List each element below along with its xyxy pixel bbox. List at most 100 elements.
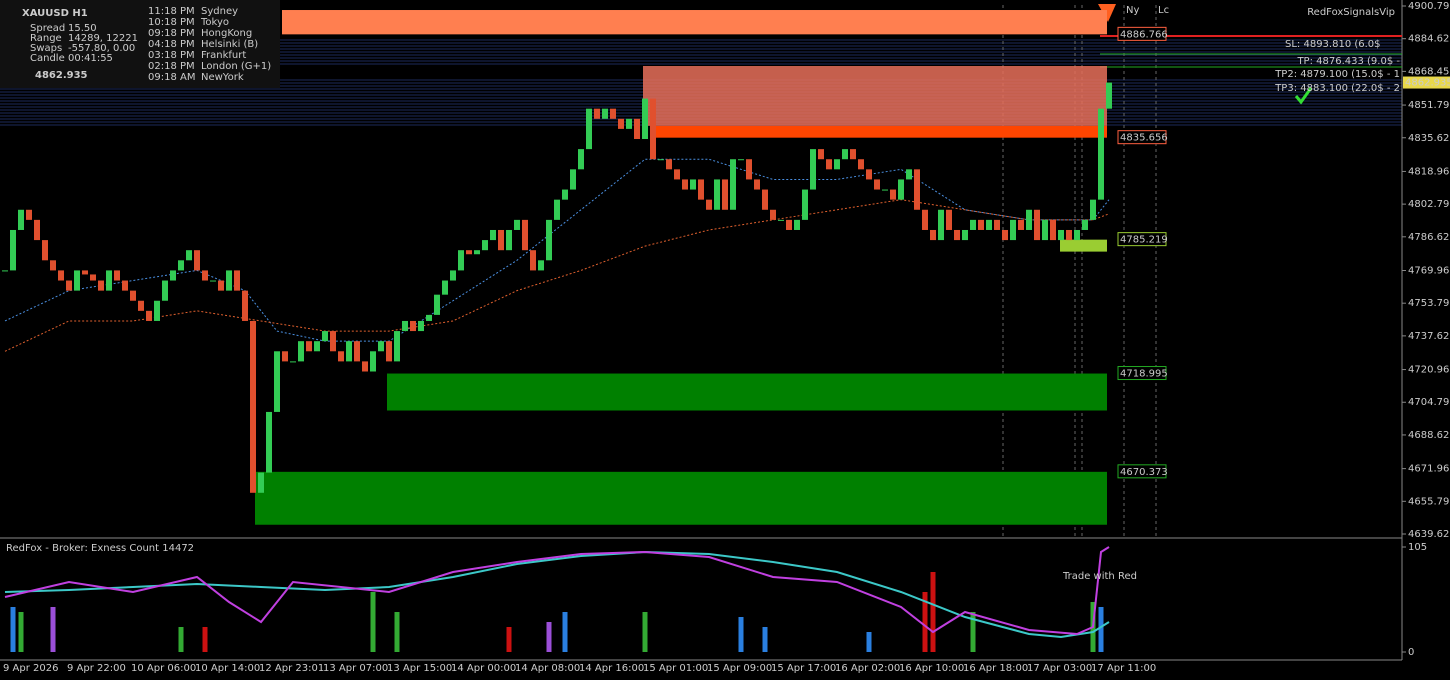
y-tick-label: 4639.620 (1408, 529, 1450, 540)
zone-label: 4886.766 (1120, 29, 1168, 40)
x-tick-label: 9 Apr 2026 (3, 663, 58, 674)
candle (698, 179, 704, 200)
candle (714, 179, 720, 210)
candle (210, 280, 216, 282)
candle (570, 169, 576, 190)
session-city: Frankfurt (201, 50, 246, 61)
x-tick-label: 16 Apr 10:00 (899, 663, 964, 674)
candle (378, 341, 384, 352)
session-city: Helsinki (B) (201, 39, 258, 50)
candle (18, 209, 24, 230)
candle (242, 290, 248, 321)
indicator-bar (394, 612, 400, 652)
candle (722, 179, 728, 210)
candle (530, 250, 536, 271)
candle (602, 108, 608, 119)
candle (1066, 229, 1072, 241)
candle (482, 240, 488, 251)
candle (634, 118, 640, 140)
info-key: Spread (30, 23, 65, 34)
x-tick-label: 13 Apr 15:00 (387, 663, 452, 674)
y-tick-label: 4671.960 (1408, 464, 1450, 475)
y-tick-label: 4753.790 (1408, 298, 1450, 309)
zone-label-box (1117, 130, 1167, 145)
candle (1058, 229, 1064, 241)
zone (282, 10, 1107, 35)
check-icon (1294, 87, 1313, 105)
candle (890, 189, 896, 200)
candle (354, 341, 360, 362)
session-mark: Ny (1126, 5, 1139, 16)
candle (322, 331, 328, 342)
candle (666, 159, 672, 170)
x-tick-label: 15 Apr 01:00 (643, 663, 708, 674)
candle (506, 229, 512, 251)
current-price: 4862.935 (1405, 78, 1450, 89)
candle (586, 108, 592, 150)
candle (450, 270, 456, 281)
candle (490, 229, 496, 241)
indicator-title: RedFox - Broker: Exness Count 14472 (6, 543, 194, 554)
symbol: XAUUSD H1 (22, 8, 88, 19)
info-value: 00:41:55 (68, 53, 113, 64)
candle (410, 320, 416, 332)
zone-label-box (1117, 464, 1167, 479)
session-city: Sydney (201, 6, 238, 17)
candle (842, 149, 848, 160)
x-tick-label: 17 Apr 03:00 (1027, 663, 1092, 674)
candle (562, 189, 568, 200)
candle (1050, 219, 1056, 241)
candle (610, 108, 616, 119)
candle (930, 229, 936, 241)
y-tick-label: 4720.960 (1408, 365, 1450, 376)
indicator-bar (506, 627, 512, 652)
candle (1074, 229, 1080, 241)
x-tick-label: 14 Apr 16:00 (579, 663, 644, 674)
candle (194, 250, 200, 271)
candle (82, 270, 88, 275)
session-time: 02:18 PM (148, 61, 195, 72)
info-key: Swaps (30, 43, 62, 54)
info-value: -557.80, 0.00 (68, 43, 135, 54)
candle (146, 310, 152, 321)
candle (98, 280, 104, 291)
x-tick-label: 16 Apr 02:00 (835, 663, 900, 674)
candle (658, 159, 664, 161)
info-key: Range (30, 33, 62, 44)
candle (962, 229, 968, 241)
candle (642, 98, 648, 140)
brand: RedFoxSignalsVip (1307, 7, 1395, 18)
candle (906, 169, 912, 180)
candle (674, 169, 680, 180)
candle (1018, 219, 1024, 230)
session-city: NewYork (201, 72, 244, 83)
session-time: 03:18 PM (148, 50, 195, 61)
indicator-bar (370, 592, 376, 652)
candle (618, 118, 624, 129)
y-tick-label: 4655.790 (1408, 496, 1450, 507)
y-tick-label: 0 (1408, 647, 1414, 658)
x-tick-label: 15 Apr 17:00 (771, 663, 836, 674)
y-tick-label: 4802.790 (1408, 199, 1450, 210)
candle (794, 219, 800, 230)
candle (626, 118, 632, 129)
candle (426, 314, 432, 321)
candle (138, 300, 144, 311)
candle (1042, 219, 1048, 241)
y-tick-label: 4786.620 (1408, 232, 1450, 243)
candle (810, 149, 816, 190)
candle (1090, 199, 1096, 220)
candle (770, 209, 776, 220)
candle (546, 219, 552, 261)
candle (458, 250, 464, 271)
candle (690, 179, 696, 190)
indicator-bar (178, 627, 184, 652)
candle (538, 260, 544, 271)
zone-label: 4718.995 (1120, 369, 1168, 380)
candle (266, 411, 272, 473)
candle (10, 229, 16, 271)
candle (106, 270, 112, 291)
indicator-note: Trade with Red (1062, 571, 1137, 582)
candle (1010, 219, 1016, 241)
